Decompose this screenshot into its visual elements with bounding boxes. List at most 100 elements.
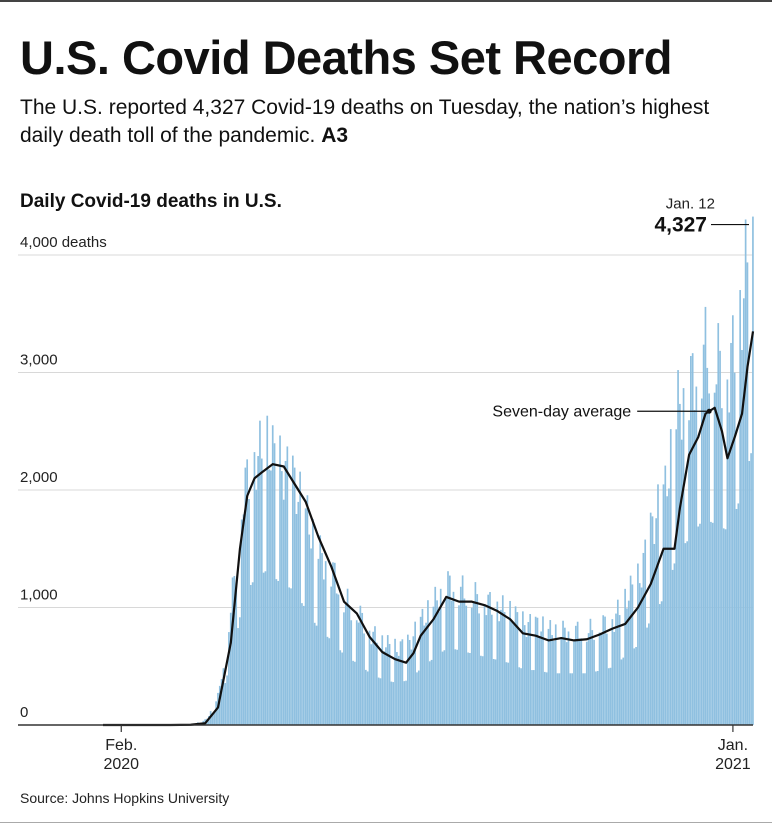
y-tick-label: 1,000 (20, 587, 58, 604)
daily-death-bar (281, 471, 283, 725)
daily-death-bar (454, 649, 457, 725)
daily-death-bar (343, 612, 345, 725)
y-tick-label: 3,000 (20, 352, 58, 369)
daily-death-bar (626, 608, 628, 725)
daily-death-bar (399, 641, 402, 725)
daily-death-bar (392, 682, 395, 725)
daily-death-bar (423, 625, 426, 725)
daily-death-bar (578, 638, 581, 725)
daily-death-bar (242, 514, 245, 725)
daily-death-bar (456, 649, 458, 725)
daily-death-bar (607, 668, 610, 725)
daily-death-bar (741, 349, 743, 725)
daily-death-bar (673, 563, 676, 725)
daily-death-bar (664, 465, 667, 725)
daily-death-bar (432, 606, 435, 725)
daily-death-bar (438, 611, 440, 725)
daily-death-bar (436, 600, 438, 725)
daily-death-bar (302, 605, 305, 725)
daily-death-bar (354, 661, 356, 725)
daily-death-bar (732, 315, 734, 725)
daily-death-bar (518, 667, 521, 725)
source-note: Source: Johns Hopkins University (20, 790, 230, 806)
daily-death-bar (684, 543, 687, 725)
daily-death-bar (543, 671, 546, 725)
daily-death-bar (538, 636, 541, 725)
daily-death-bar (390, 681, 393, 725)
daily-death-bar (235, 582, 238, 725)
daily-death-bar (653, 544, 656, 725)
daily-death-bar (275, 579, 278, 725)
x-tick-label: 2021 (715, 756, 751, 773)
daily-death-bar (257, 456, 259, 725)
daily-death-bar (710, 521, 712, 725)
daily-death-bar (496, 601, 499, 725)
daily-death-bar (368, 630, 371, 725)
daily-death-bar (260, 458, 263, 725)
daily-death-bar (220, 679, 223, 725)
daily-death-bar (476, 594, 479, 725)
daily-death-bar (485, 615, 488, 725)
daily-death-bar (315, 625, 318, 725)
daily-death-bar (231, 577, 234, 725)
daily-death-bar (549, 620, 552, 725)
top-rule (0, 0, 772, 2)
daily-death-bar (644, 539, 647, 725)
daily-death-bar (565, 642, 568, 725)
daily-death-bar (355, 620, 358, 725)
x-tick-label: Jan. (718, 737, 748, 754)
daily-death-bar (657, 484, 659, 725)
daily-death-bar (564, 627, 566, 725)
daily-death-bar (375, 642, 378, 725)
daily-death-bar (452, 591, 455, 725)
daily-death-bar (514, 606, 517, 725)
daily-death-bar (554, 624, 557, 725)
daily-death-bar (591, 630, 594, 725)
daily-death-bar (270, 470, 272, 725)
daily-death-bar (271, 425, 274, 725)
daily-death-bar (699, 523, 701, 725)
daily-death-bar (403, 681, 406, 725)
daily-death-bar (688, 420, 690, 725)
daily-death-bar (752, 216, 754, 725)
daily-death-bar (388, 643, 391, 725)
daily-death-bar (713, 392, 716, 725)
daily-death-bar (244, 467, 247, 725)
daily-death-bar (666, 496, 668, 725)
daily-death-bar (286, 446, 289, 725)
daily-death-bar (697, 526, 699, 725)
daily-death-bar (301, 603, 303, 725)
daily-death-bar (414, 621, 416, 725)
daily-death-bar (596, 670, 599, 725)
daily-death-bar (379, 678, 382, 725)
daily-death-bar (574, 625, 577, 725)
daily-death-bar (427, 600, 429, 725)
daily-death-bar (500, 609, 502, 725)
daily-death-bar (695, 386, 698, 725)
daily-death-bar (507, 662, 510, 725)
daily-death-bar (737, 503, 740, 725)
daily-death-bar (662, 484, 665, 725)
headline: U.S. Covid Deaths Set Record (20, 31, 673, 84)
daily-death-bar (637, 563, 639, 725)
daily-death-bar (600, 634, 603, 725)
daily-death-bar (341, 652, 343, 725)
daily-death-bar (567, 631, 570, 725)
daily-death-bar (253, 452, 256, 725)
daily-death-bar (642, 552, 645, 725)
daily-death-bar (551, 635, 553, 725)
daily-death-bar (669, 429, 672, 725)
daily-bars (175, 216, 754, 726)
daily-death-bar (750, 453, 752, 725)
daily-death-bar (443, 650, 446, 725)
daily-death-bar (332, 562, 334, 725)
daily-death-bar (677, 370, 679, 725)
daily-death-bar (520, 668, 522, 725)
daily-death-bar (527, 622, 530, 725)
daily-death-bar (556, 673, 559, 725)
daily-death-bar (277, 580, 280, 725)
daily-death-bar (629, 575, 632, 725)
deaths-chart: Daily Covid-19 deaths in U.S. 0 1,000 2,00… (18, 191, 755, 773)
daily-death-bar (516, 612, 519, 725)
daily-death-bar (648, 623, 650, 725)
